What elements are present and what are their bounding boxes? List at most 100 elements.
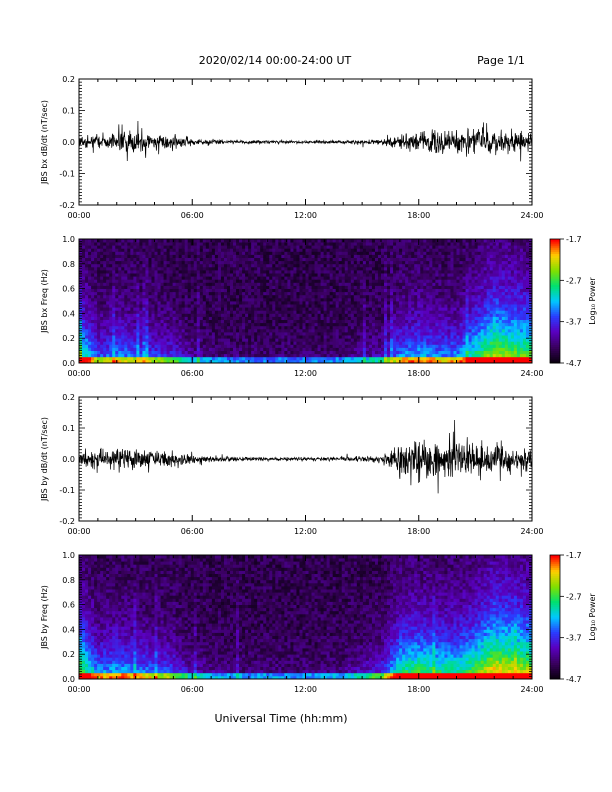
spectrogram-cell xyxy=(145,313,149,317)
spectrogram-cell xyxy=(220,356,225,361)
spectrogram-cell xyxy=(160,260,164,265)
spectrogram-cell xyxy=(236,273,240,277)
spectrogram-cell xyxy=(272,313,276,317)
spectrogram-cell xyxy=(420,248,424,252)
spectrogram-cell xyxy=(338,307,343,311)
spectrogram-cell xyxy=(362,297,367,302)
spectrogram-cell xyxy=(296,304,300,308)
spectrogram-cell xyxy=(172,273,177,277)
spectrogram-cell xyxy=(88,304,92,308)
spectrogram-cell xyxy=(254,263,258,268)
spectrogram-cell xyxy=(103,248,107,252)
spectrogram-cell xyxy=(296,341,300,345)
spectrogram-cell xyxy=(223,270,228,274)
spectrogram-cell xyxy=(393,245,397,249)
spectrogram-cell xyxy=(438,332,442,336)
spectrogram-cell xyxy=(317,325,321,330)
spectrogram-cell xyxy=(193,347,198,351)
spectrogram-cell xyxy=(82,285,86,289)
spectrogram-cell xyxy=(338,356,343,361)
spectrogram-cell xyxy=(323,276,328,280)
spectrogram-cell xyxy=(329,239,334,243)
spectrogram-cell xyxy=(124,294,128,299)
spectrogram-cell xyxy=(142,260,146,265)
spectrogram-cell xyxy=(320,279,325,283)
spectrogram-cell xyxy=(187,263,192,268)
spectrogram-cell xyxy=(411,270,415,274)
spectrogram-cell xyxy=(314,304,318,308)
spectrogram-cell xyxy=(356,254,361,258)
spectrogram-cell xyxy=(335,313,340,317)
spectrogram-cell xyxy=(254,359,258,364)
spectrogram-cell xyxy=(384,359,388,364)
spectrogram-cell xyxy=(202,356,207,361)
spectrogram-cell xyxy=(320,350,325,355)
spectrogram-cell xyxy=(148,288,152,293)
spectrogram-cell xyxy=(217,242,222,246)
spectrogram-cell xyxy=(226,257,231,262)
spectrogram-cell xyxy=(305,251,309,255)
spectrogram-cell xyxy=(308,350,312,355)
spectrogram-cell xyxy=(266,332,270,336)
spectrogram-cell xyxy=(82,279,86,283)
spectrogram-cell xyxy=(438,251,442,255)
spectrogram-cell xyxy=(136,341,140,345)
spectrogram-cell xyxy=(103,350,107,355)
spectrogram-cell xyxy=(112,257,116,262)
spectrogram-cell xyxy=(94,316,98,320)
spectrogram-cell xyxy=(429,251,433,255)
spectrogram-cell xyxy=(124,239,128,243)
spectrogram-cell xyxy=(272,266,276,271)
spectrogram-cell xyxy=(187,297,192,302)
spectrogram-cell xyxy=(329,338,334,342)
spectrogram-cell xyxy=(236,254,240,258)
spectrogram-cell xyxy=(371,297,376,302)
spectrogram-cell xyxy=(199,347,204,351)
spectrogram-cell xyxy=(109,338,113,342)
spectrogram-cell xyxy=(287,282,291,286)
spectrogram-cell xyxy=(226,353,231,358)
spectrogram-cell xyxy=(411,359,415,364)
spectrogram-cell xyxy=(217,285,222,289)
spectrogram-cell xyxy=(260,254,264,258)
spectrogram-cell xyxy=(157,279,161,283)
spectrogram-cell xyxy=(163,344,167,348)
spectrogram-cell xyxy=(387,285,391,289)
spectrogram-cell xyxy=(353,285,358,289)
spectrogram-cell xyxy=(154,335,158,339)
spectrogram-cell xyxy=(118,335,122,339)
spectrogram-cell xyxy=(184,332,189,336)
spectrogram-cell xyxy=(133,341,137,345)
spectrogram-cell xyxy=(381,301,385,305)
spectrogram-cell xyxy=(284,260,288,265)
spectrogram-cell xyxy=(100,313,104,317)
spectrogram-cell xyxy=(154,251,158,255)
spectrogram-cell xyxy=(387,350,391,355)
spectrogram-cell xyxy=(299,297,303,302)
spectrogram-cell xyxy=(115,335,119,339)
spectrogram-cell xyxy=(420,239,424,243)
spectrogram-cell xyxy=(263,325,267,330)
spectrogram-cell xyxy=(154,332,158,336)
spectrogram-cell xyxy=(302,285,306,289)
spectrogram-cell xyxy=(239,239,243,243)
spectrogram-cell xyxy=(242,325,246,330)
spectrogram-cell xyxy=(335,304,340,308)
spectrogram-cell xyxy=(184,263,189,268)
spectrogram-cell xyxy=(94,307,98,311)
spectrogram-cell xyxy=(103,313,107,317)
spectrogram-cell xyxy=(242,304,246,308)
spectrogram-cell xyxy=(109,307,113,311)
spectrogram-cell xyxy=(178,239,183,243)
spectrogram-cell xyxy=(278,282,282,286)
spectrogram-cell xyxy=(154,338,158,342)
spectrogram-cell xyxy=(136,313,140,317)
spectrogram-cell xyxy=(377,313,382,317)
spectrogram-cell xyxy=(341,260,346,265)
spectrogram-cell xyxy=(142,316,146,320)
spectrogram-cell xyxy=(269,319,273,324)
spectrogram-cell xyxy=(396,332,400,336)
spectrogram-cell xyxy=(399,242,403,246)
spectrogram-cell xyxy=(353,297,358,302)
spectrogram-cell xyxy=(390,338,394,342)
